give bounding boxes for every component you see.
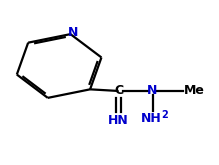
Text: HN: HN [108, 114, 129, 127]
Text: N: N [147, 84, 158, 98]
Text: 2: 2 [161, 110, 168, 120]
Text: C: C [114, 84, 123, 98]
Text: N: N [68, 26, 78, 39]
Text: NH: NH [141, 112, 162, 125]
Text: Me: Me [184, 84, 205, 98]
